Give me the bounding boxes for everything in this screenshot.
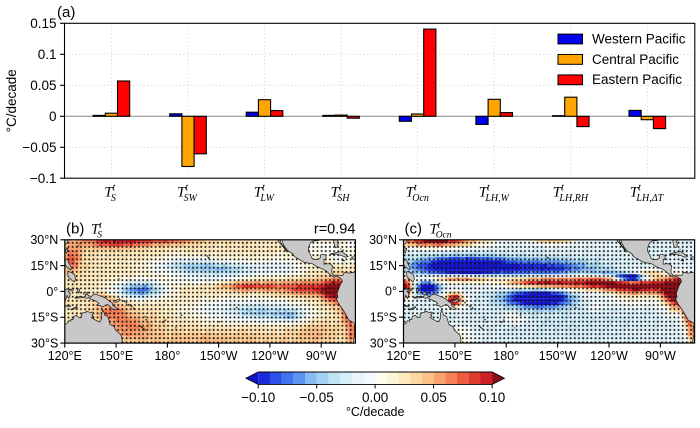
svg-text:15°S: 15°S	[370, 311, 397, 325]
svg-text:0.00: 0.00	[362, 390, 388, 405]
svg-text:0.10: 0.10	[479, 390, 505, 405]
svg-text:0°: 0°	[385, 285, 397, 299]
svg-text:180°: 180°	[493, 349, 519, 363]
svg-text:90°W: 90°W	[306, 349, 337, 363]
svg-text:0.1: 0.1	[38, 47, 57, 62]
svg-text:0.15: 0.15	[30, 16, 56, 31]
svg-text:0°: 0°	[46, 285, 58, 299]
svg-text:0.05: 0.05	[420, 390, 446, 405]
svg-text:30°S: 30°S	[31, 336, 58, 350]
svg-text:120°W: 120°W	[251, 349, 289, 363]
svg-text:120°E: 120°E	[386, 349, 420, 363]
svg-text:15°N: 15°N	[30, 259, 58, 273]
svg-text:0.05: 0.05	[30, 78, 56, 93]
svg-text:30°N: 30°N	[369, 233, 397, 247]
svg-text:°C/decade: °C/decade	[346, 405, 405, 419]
svg-text:150°E: 150°E	[438, 349, 472, 363]
svg-text:−0.05: −0.05	[22, 140, 56, 155]
svg-text:150°E: 150°E	[99, 349, 133, 363]
svg-text:r=0.94: r=0.94	[314, 222, 356, 238]
svg-text:120°E: 120°E	[48, 349, 82, 363]
svg-text:Eastern Pacific: Eastern Pacific	[592, 72, 682, 87]
svg-text:Western Pacific: Western Pacific	[592, 31, 686, 46]
svg-text:−0.1: −0.1	[30, 171, 57, 186]
svg-text:120°W: 120°W	[590, 349, 628, 363]
svg-text:30°S: 30°S	[370, 336, 397, 350]
svg-text:°C/decade: °C/decade	[4, 69, 19, 132]
svg-text:−0.05: −0.05	[300, 390, 334, 405]
svg-text:90°W: 90°W	[645, 349, 676, 363]
svg-text:30°N: 30°N	[30, 233, 58, 247]
svg-text:15°N: 15°N	[369, 259, 397, 273]
svg-text:−0.10: −0.10	[241, 390, 275, 405]
svg-text:TtS: Tt S	[91, 221, 102, 241]
svg-text:(a): (a)	[57, 4, 75, 21]
svg-text:0: 0	[49, 109, 57, 124]
svg-text:Central Pacific: Central Pacific	[592, 52, 679, 67]
svg-text:(b): (b)	[66, 221, 84, 238]
svg-text:150°W: 150°W	[539, 349, 577, 363]
svg-text:15°S: 15°S	[31, 311, 58, 325]
svg-text:180°: 180°	[154, 349, 180, 363]
svg-text:150°W: 150°W	[200, 349, 238, 363]
svg-text:(c): (c)	[405, 221, 423, 238]
svg-text:TtS: Tt S	[104, 183, 116, 205]
